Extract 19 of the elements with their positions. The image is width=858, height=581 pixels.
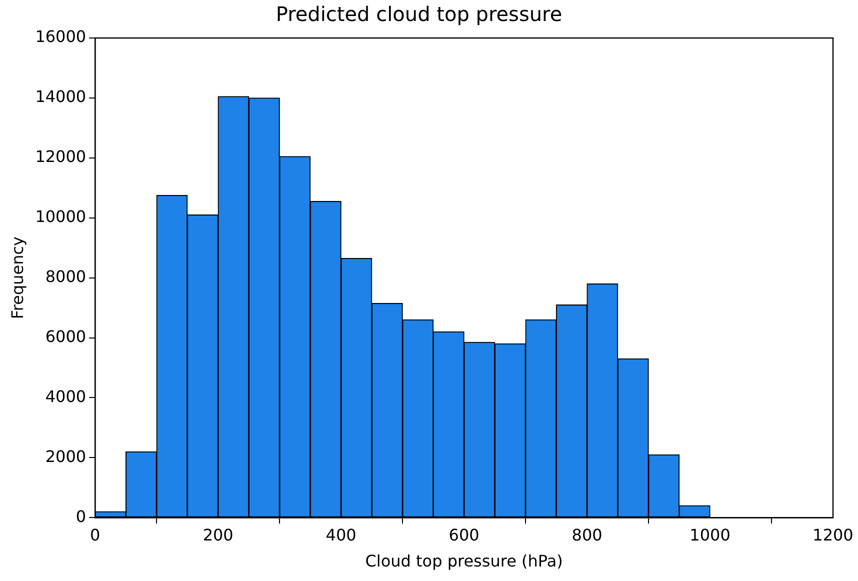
x-tick-label: 1000 xyxy=(690,525,730,544)
y-tick-label: 16000 xyxy=(35,27,86,46)
y-tick-label: 12000 xyxy=(35,147,86,166)
x-tick-label: 0 xyxy=(90,525,100,544)
x-axis-title: Cloud top pressure (hPa) xyxy=(365,552,563,571)
y-tick-label: 6000 xyxy=(45,326,86,346)
x-tick-label: 800 xyxy=(572,525,602,544)
x-tick-label: 1200 xyxy=(812,525,854,544)
x-tick-label: 200 xyxy=(202,525,234,544)
y-axis-title: Frequency xyxy=(8,236,27,320)
y-tick-label: 0 xyxy=(76,506,86,526)
y-tick-label: 4000 xyxy=(45,386,86,406)
chart-title: Predicted cloud top pressure xyxy=(276,2,562,26)
y-tick-label: 2000 xyxy=(45,446,86,466)
y-tick-label: 14000 xyxy=(35,87,86,106)
y-tick-label: 10000 xyxy=(35,207,86,226)
x-tick-label: 600 xyxy=(448,525,480,544)
y-tick-label: 8000 xyxy=(45,266,86,286)
x-tick-label: 400 xyxy=(326,525,356,544)
